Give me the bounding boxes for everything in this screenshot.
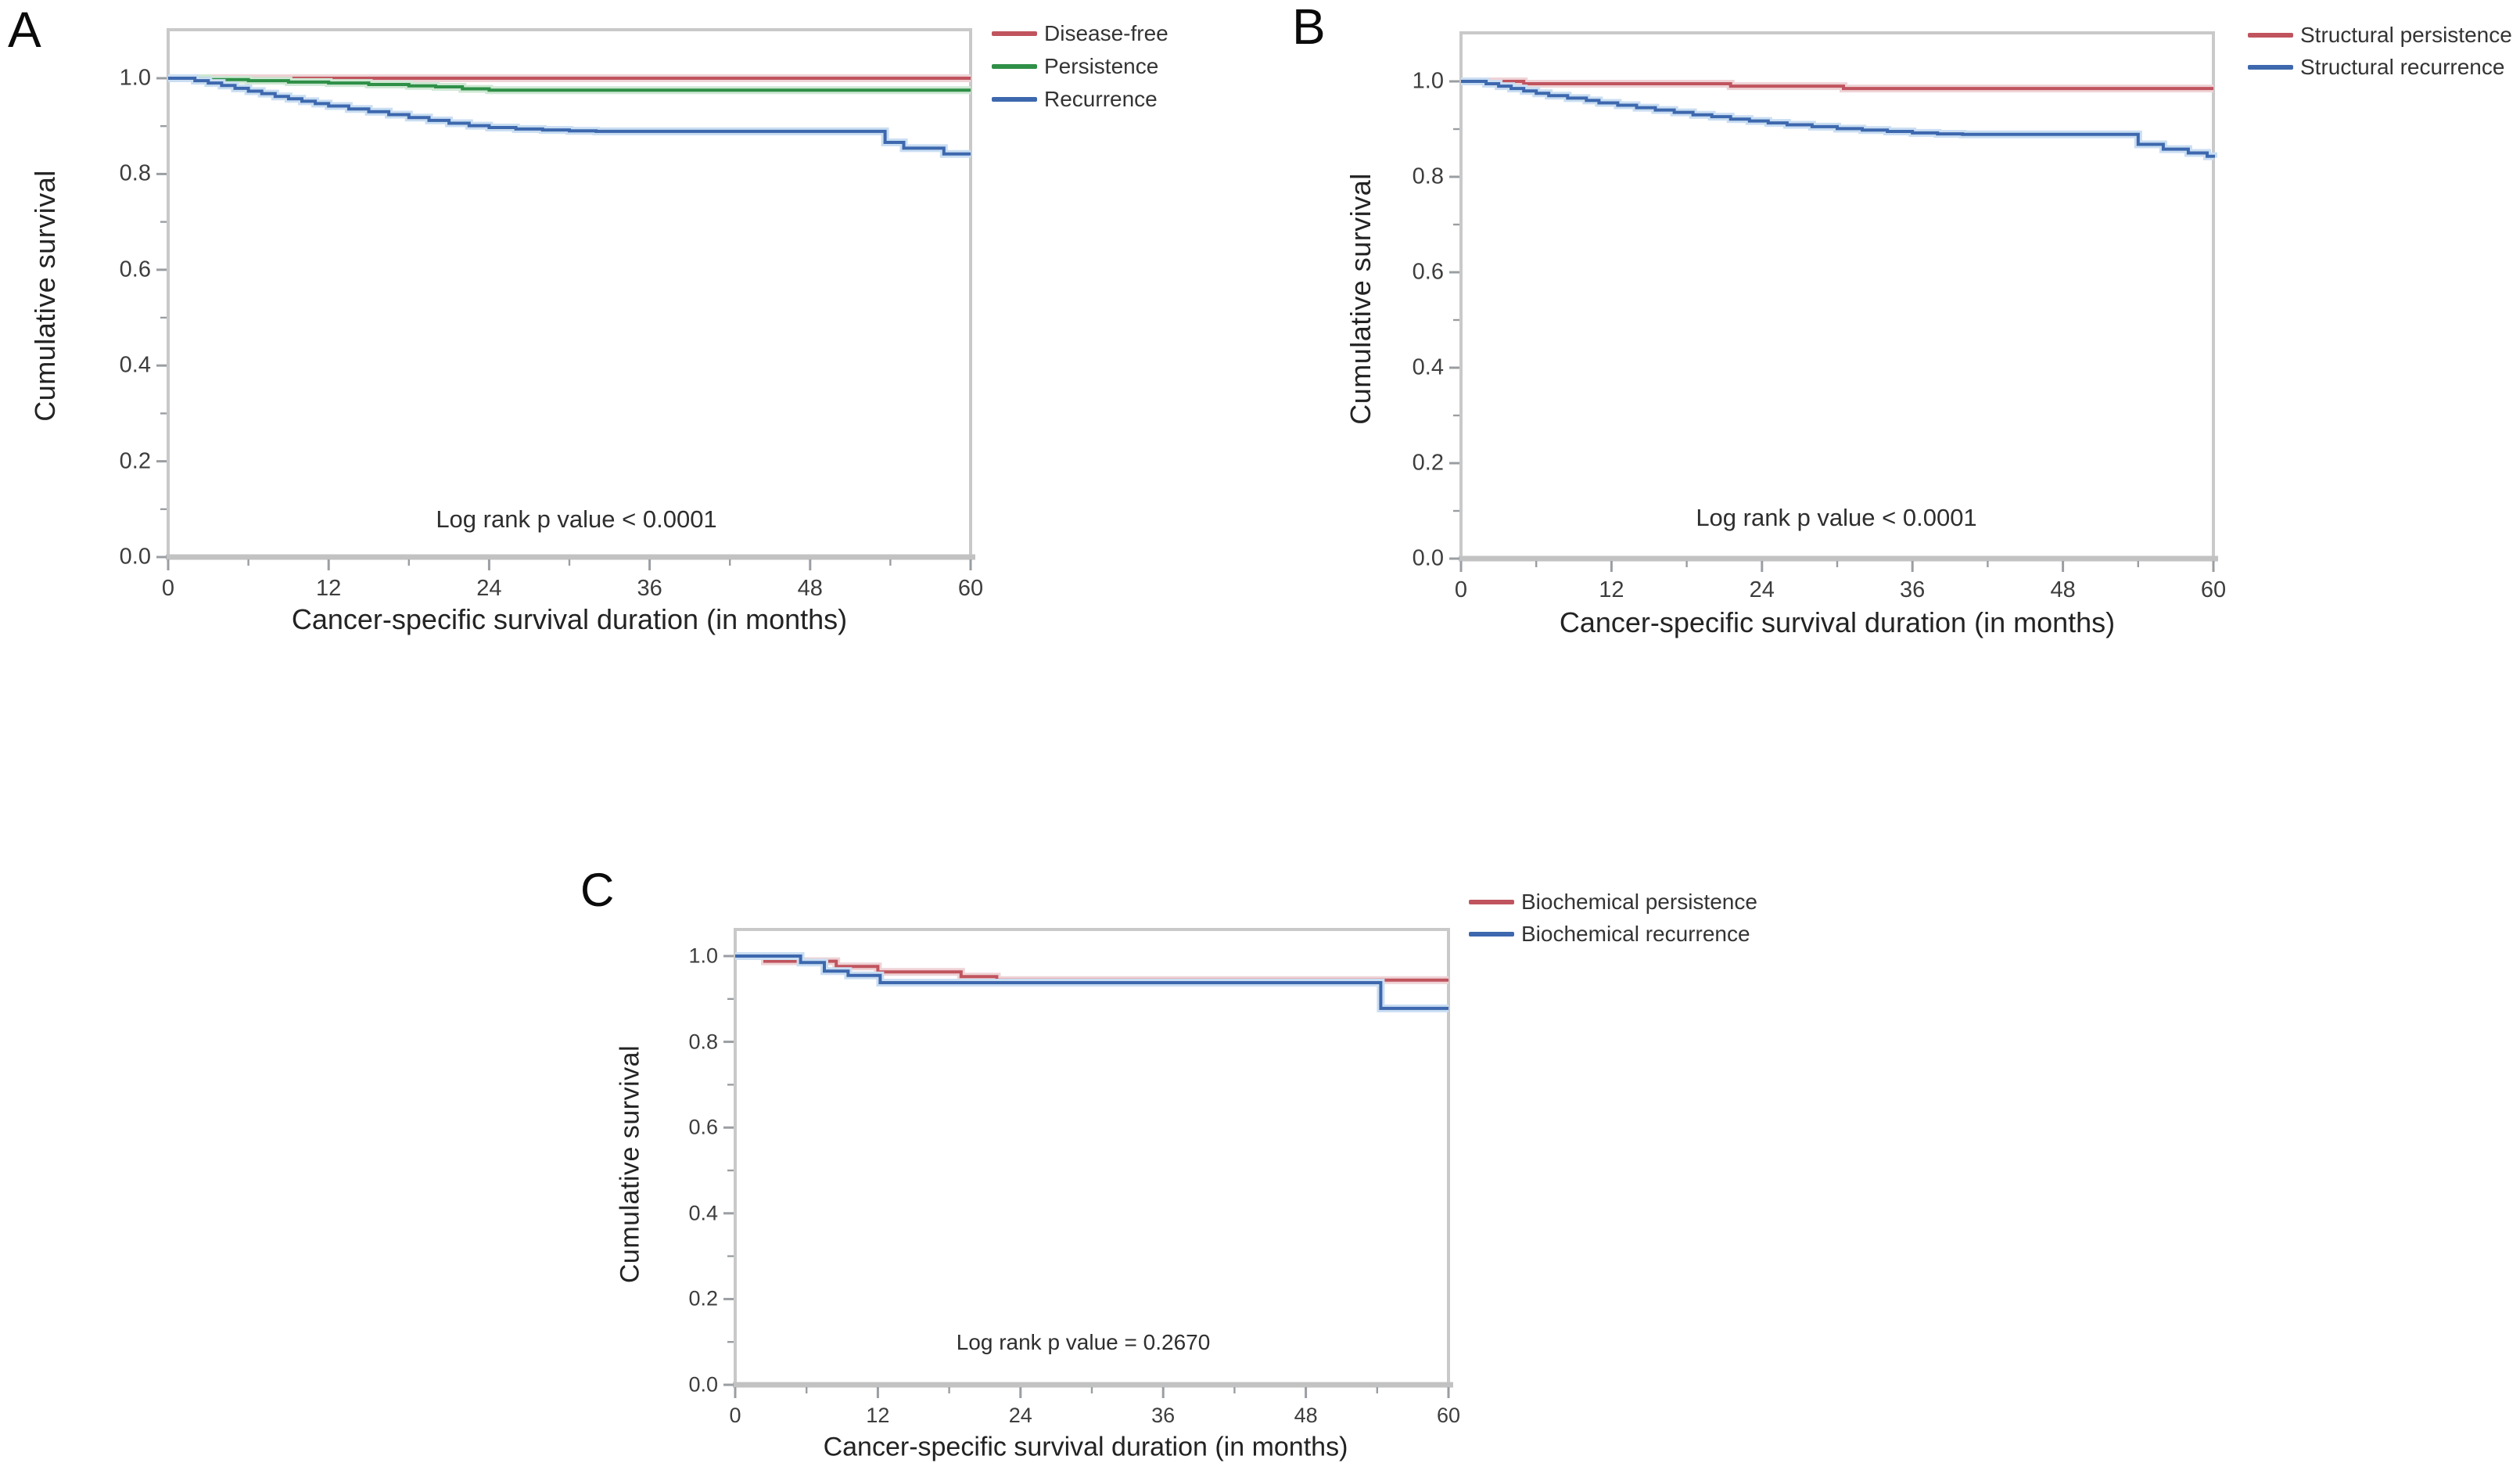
- x-tick-label: 0: [161, 576, 175, 601]
- legend-label: Structural recurrence: [2300, 54, 2505, 79]
- panel-b-letter: B: [1292, 0, 1326, 55]
- y-tick-label: 0.4: [119, 352, 151, 378]
- panel-b-pvalue-annotation: Log rank p value < 0.0001: [1696, 504, 1977, 531]
- panel-a-y-axis-title: Cumulative survival: [29, 170, 61, 422]
- biochemical-persistence-curve: [735, 955, 1448, 982]
- legend-label: Disease-free: [1044, 21, 1168, 45]
- y-tick-label: 0.8: [119, 160, 151, 186]
- x-tick-label: 60: [957, 576, 984, 601]
- legend-item: Structural persistence: [2248, 19, 2512, 51]
- panel-b-x-axis-title: Cancer-specific survival duration (in mo…: [1559, 606, 2116, 638]
- persistence-curve: [168, 77, 971, 92]
- plot-frame: [734, 928, 1450, 1386]
- x-tick-label: 24: [1008, 1404, 1032, 1427]
- y-tick-label: 0.2: [119, 448, 151, 474]
- y-tick-label: 0.2: [1412, 450, 1444, 476]
- x-tick-label: 48: [797, 576, 823, 601]
- panel-c-letter: C: [580, 864, 615, 916]
- x-tick-label: 12: [1599, 577, 1624, 602]
- persistence-line-swatch: [992, 64, 1037, 69]
- panel-a-legend: Disease-free Persistence Recurrence: [992, 17, 1168, 116]
- legend-label: Biochemical recurrence: [1521, 921, 1750, 946]
- panel-a-letter: A: [8, 2, 41, 58]
- y-tick-label: 0.0: [119, 544, 151, 570]
- y-tick-label: 0.6: [1412, 259, 1444, 285]
- x-tick-label: 48: [1294, 1404, 1318, 1427]
- biochemical-persistence-line-swatch: [1469, 899, 1514, 904]
- panel-c-y-axis-title: Cumulative survival: [615, 1044, 645, 1284]
- y-tick-label: 1.0: [1412, 68, 1444, 94]
- legend-label: Persistence: [1044, 54, 1159, 78]
- structural-recurrence-line-swatch: [2248, 64, 2293, 70]
- x-tick-label: 24: [1749, 577, 1775, 602]
- legend-item: Biochemical recurrence: [1469, 918, 1757, 950]
- panel-a-pvalue-annotation: Log rank p value < 0.0001: [436, 505, 717, 533]
- legend-label: Recurrence: [1044, 87, 1158, 111]
- y-tick-label: 0.0: [688, 1372, 718, 1397]
- y-tick-label: 1.0: [119, 65, 151, 91]
- y-tick-label: 1.0: [688, 944, 718, 968]
- recurrence-line-swatch: [992, 97, 1037, 102]
- y-tick-label: 0.2: [688, 1286, 718, 1310]
- y-tick-label: 0.6: [688, 1115, 718, 1139]
- x-tick-label: 36: [1900, 577, 1926, 602]
- legend-label: Biochemical persistence: [1521, 889, 1757, 914]
- legend-item: Disease-free: [992, 17, 1168, 50]
- x-tick-label: 36: [1151, 1404, 1176, 1427]
- x-tick-label: 0: [729, 1404, 741, 1427]
- biochemical-recurrence-line-swatch: [1469, 931, 1514, 937]
- structural-persistence-curve: [1461, 80, 2213, 91]
- legend-item: Recurrence: [992, 83, 1168, 116]
- x-tick-label: 12: [316, 576, 342, 601]
- panel-a-x-axis-title: Cancer-specific survival duration (in mo…: [291, 603, 848, 635]
- disease-free-line-swatch: [992, 31, 1037, 36]
- y-tick-label: 0.0: [1412, 545, 1444, 571]
- legend-item: Persistence: [992, 50, 1168, 83]
- panel-c-legend: Biochemical persistence Biochemical recu…: [1469, 886, 1757, 950]
- panel-c-x-axis-title: Cancer-specific survival duration (in mo…: [823, 1432, 1348, 1462]
- x-tick-label: 60: [2200, 577, 2227, 602]
- y-tick-label: 0.4: [1412, 354, 1444, 380]
- x-tick-label: 36: [637, 576, 662, 601]
- y-tick-label: 0.8: [1412, 164, 1444, 189]
- panel-c-pvalue-annotation: Log rank p value = 0.2670: [956, 1330, 1211, 1354]
- structural-persistence-line-swatch: [2248, 32, 2293, 38]
- y-tick-label: 0.4: [688, 1201, 718, 1225]
- y-tick-label: 0.8: [688, 1030, 718, 1054]
- panel-b-y-axis-title: Cumulative survival: [1344, 173, 1377, 425]
- x-tick-label: 0: [1454, 577, 1468, 602]
- x-tick-label: 48: [2050, 577, 2076, 602]
- x-tick-label: 12: [866, 1404, 890, 1427]
- legend-label: Structural persistence: [2300, 22, 2512, 47]
- biochemical-recurrence-curve: [735, 955, 1448, 1010]
- legend-item: Structural recurrence: [2248, 51, 2512, 83]
- panel-b-legend: Structural persistence Structural recurr…: [2248, 19, 2512, 83]
- y-tick-label: 0.6: [119, 257, 151, 282]
- legend-item: Biochemical persistence: [1469, 886, 1757, 918]
- x-tick-label: 24: [476, 576, 502, 601]
- x-tick-label: 60: [1436, 1404, 1461, 1427]
- recurrence-curve: [168, 77, 971, 156]
- plot-frame: [1459, 31, 2215, 560]
- structural-recurrence-curve: [1461, 80, 2215, 158]
- plot-frame: [167, 28, 972, 559]
- structural-recurrence-curve-glow: [1461, 77, 2217, 160]
